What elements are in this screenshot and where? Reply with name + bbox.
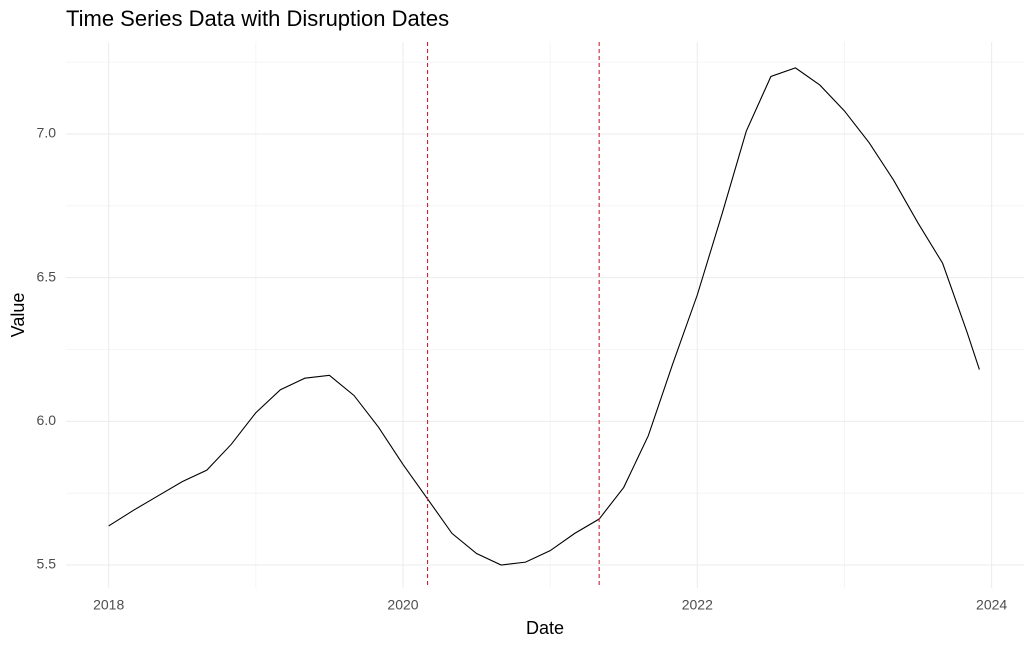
chart-title: Time Series Data with Disruption Dates [66,6,449,31]
y-tick-label: 5.5 [37,556,57,572]
x-axis-title: Date [526,618,564,638]
y-tick-label: 6.5 [37,268,57,284]
y-axis-title: Value [8,293,28,338]
line [108,67,980,566]
x-tick-label: 2020 [387,597,418,613]
y-tick-label: 7.0 [37,125,57,141]
x-tick-label: 2018 [93,597,124,613]
x-tick-label: 2022 [682,597,713,613]
y-tick-label: 6.0 [37,412,57,428]
x-tick-label: 2024 [976,597,1007,613]
